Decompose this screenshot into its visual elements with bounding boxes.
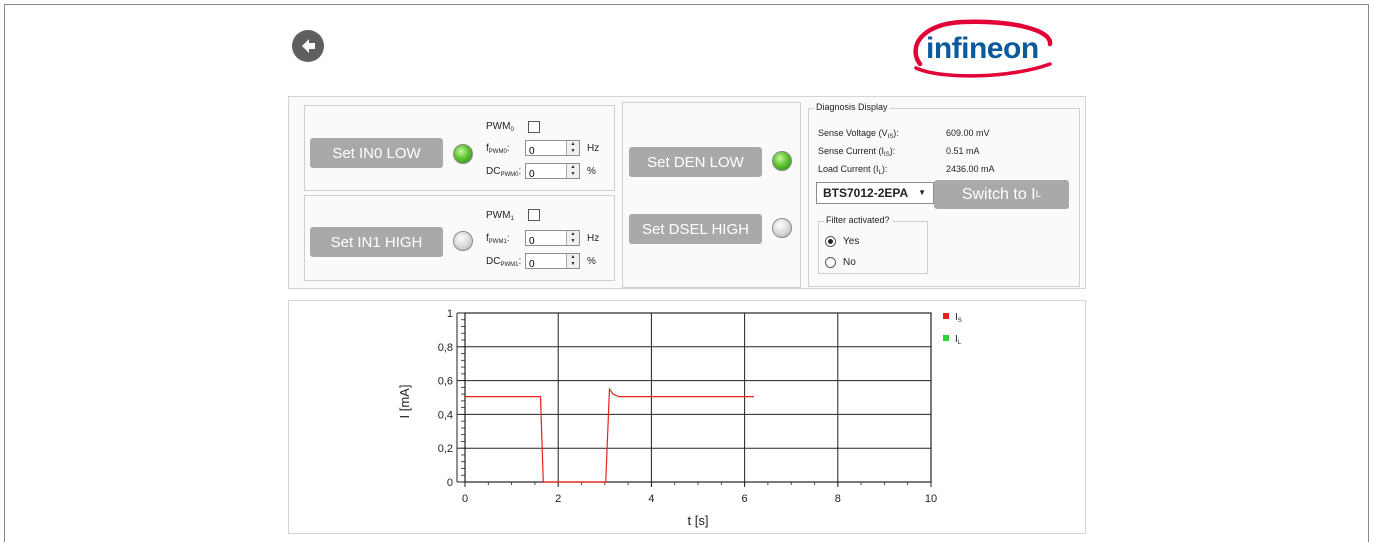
pwm0-checkbox[interactable] (528, 121, 540, 133)
freq-pwm1-label: fPWM1: (486, 233, 510, 245)
diagnosis-title: Diagnosis Display (814, 102, 890, 112)
y-tick-label: 0,6 (438, 376, 453, 388)
freq-pwm0-unit: Hz (587, 143, 600, 154)
y-tick-label: 0,4 (438, 409, 453, 421)
spin-down-icon[interactable]: ▼ (570, 171, 576, 177)
freq-pwm1-input[interactable] (526, 234, 564, 249)
sense-voltage-value: 609.00 mV (946, 128, 990, 138)
x-tick-label: 4 (648, 493, 654, 505)
legend-swatch (943, 313, 949, 319)
dc-pwm0-spinbox[interactable]: ▲▼ (525, 163, 580, 182)
dc-pwm1-unit: % (587, 256, 596, 267)
dsel-status-led (772, 218, 792, 238)
set-dsel-button[interactable]: Set DSEL HIGH (629, 214, 762, 244)
y-tick-label: 0,2 (438, 443, 453, 455)
load-current-label: Load Current (IL): (818, 164, 888, 176)
den-status-led (772, 151, 792, 171)
pwm1-label: PWM1 (486, 210, 514, 222)
arrow-left-icon (302, 39, 315, 53)
spin-up-icon[interactable]: ▲ (570, 231, 576, 237)
filter-yes-radio[interactable] (825, 236, 836, 247)
spin-up-icon[interactable]: ▲ (570, 141, 576, 147)
app-window (4, 4, 1369, 542)
back-button[interactable] (292, 30, 324, 62)
y-axis-label: I [mA] (397, 385, 412, 419)
y-tick-label: 0,8 (438, 342, 453, 354)
pwm0-label: PWM0 (486, 121, 514, 133)
spin-up-icon[interactable]: ▲ (570, 254, 576, 260)
x-tick-label: 10 (925, 493, 937, 505)
plot-area (464, 312, 932, 483)
load-current-value: 2436.00 mA (946, 164, 995, 174)
sense-current-label: Sense Current (IIS): (818, 146, 896, 158)
freq-pwm1-unit: Hz (587, 233, 600, 244)
infineon-logo: infineon (913, 19, 1053, 78)
x-axis-label: t [s] (688, 513, 709, 528)
in0-status-led (453, 144, 473, 164)
y-tick-label: 1 (447, 308, 453, 320)
den-dsel-group (622, 102, 801, 288)
legend-swatch (943, 335, 949, 341)
dc-pwm0-label: DCPWM0: (486, 166, 522, 178)
legend-label: IL (955, 334, 962, 346)
device-select-value: BTS7012-2EPA (823, 186, 909, 200)
set-den-button[interactable]: Set DEN LOW (629, 147, 762, 177)
y-tick-label: 0 (447, 477, 453, 489)
x-tick-label: 6 (742, 493, 748, 505)
x-tick-label: 0 (462, 493, 468, 505)
set-in1-button[interactable]: Set IN1 HIGH (310, 227, 443, 257)
filter-no-radio[interactable] (825, 257, 836, 268)
spin-down-icon[interactable]: ▼ (570, 238, 576, 244)
freq-pwm1-spinbox[interactable]: ▲▼ (525, 230, 580, 249)
device-select[interactable]: BTS7012-2EPA ▼ (816, 182, 934, 204)
filter-group (818, 221, 928, 274)
freq-pwm0-label: fPWM0: (486, 143, 510, 155)
dc-pwm0-unit: % (587, 166, 596, 177)
chevron-down-icon: ▼ (918, 188, 926, 197)
x-tick-label: 2 (555, 493, 561, 505)
pwm1-checkbox[interactable] (528, 209, 540, 221)
sense-voltage-label: Sense Voltage (VIS): (818, 128, 899, 140)
x-tick-label: 8 (835, 493, 841, 505)
spin-down-icon[interactable]: ▼ (570, 148, 576, 154)
sense-current-value: 0.51 mA (946, 146, 980, 156)
dc-pwm1-label: DCPWM1: (486, 256, 522, 268)
series-line-IS (465, 387, 754, 483)
freq-pwm0-input[interactable] (526, 144, 564, 159)
freq-pwm0-spinbox[interactable]: ▲▼ (525, 140, 580, 159)
in1-status-led (453, 231, 473, 251)
dc-pwm1-spinbox[interactable]: ▲▼ (525, 253, 580, 272)
spin-down-icon[interactable]: ▼ (570, 261, 576, 267)
filter-yes-label: Yes (843, 236, 860, 247)
legend-label: IS (955, 312, 962, 324)
svg-text:infineon: infineon (926, 32, 1039, 65)
filter-no-label: No (843, 257, 856, 268)
dc-pwm0-input[interactable] (526, 167, 564, 182)
dc-pwm1-input[interactable] (526, 257, 564, 272)
set-in0-button[interactable]: Set IN0 LOW (310, 138, 443, 168)
spin-up-icon[interactable]: ▲ (570, 164, 576, 170)
filter-title: Filter activated? (824, 215, 892, 225)
